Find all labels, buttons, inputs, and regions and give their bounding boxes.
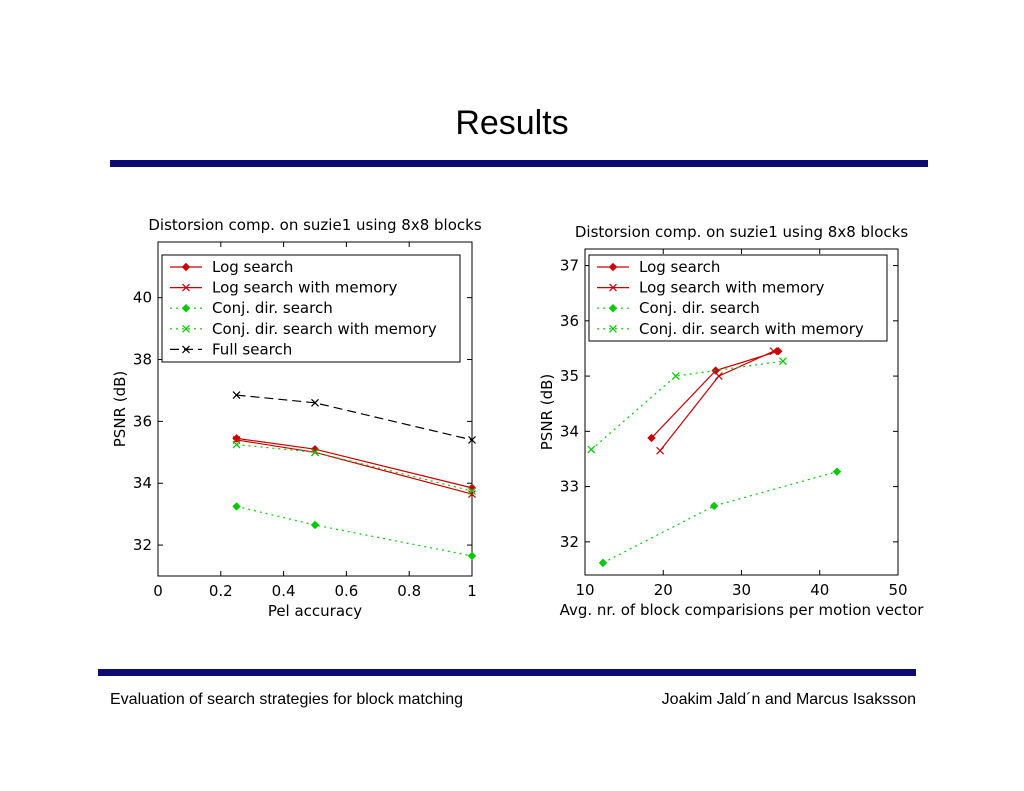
chart-title: Distorsion comp. on suzie1 using 8x8 blo… bbox=[148, 216, 481, 234]
data-point bbox=[468, 487, 476, 495]
data-point bbox=[779, 357, 787, 366]
legend-label: Conj. dir. search with memory bbox=[639, 320, 864, 338]
footer-rule bbox=[98, 669, 916, 676]
y-tick-label: 38 bbox=[133, 351, 152, 369]
y-tick-label: 34 bbox=[133, 474, 152, 492]
legend: Log search Log search with memory Conj. di… bbox=[588, 254, 888, 342]
legend-box bbox=[588, 254, 888, 342]
y-tick-label: 32 bbox=[560, 533, 579, 551]
x-tick-label: 0.8 bbox=[397, 582, 421, 600]
data-point bbox=[232, 502, 241, 511]
data-point bbox=[587, 445, 596, 454]
x-tick-label: 40 bbox=[810, 581, 829, 599]
x-tick-label: 0.4 bbox=[272, 582, 296, 600]
series-3 bbox=[587, 357, 787, 454]
x-tick-label: 20 bbox=[654, 581, 673, 599]
series-line bbox=[590, 360, 784, 451]
data-point bbox=[311, 398, 319, 407]
data-point bbox=[832, 467, 842, 476]
legend-label: Log search bbox=[639, 258, 720, 276]
x-axis-label: Avg. nr. of block comparisions per motio… bbox=[560, 601, 925, 619]
data-point bbox=[608, 262, 618, 272]
x-tick-label: 0.6 bbox=[334, 582, 358, 600]
data-point bbox=[311, 448, 319, 457]
data-point bbox=[647, 433, 656, 443]
footer-left-text: Evaluation of search strategies for bloc… bbox=[110, 691, 464, 708]
legend-label: Full search bbox=[212, 340, 292, 358]
data-point bbox=[232, 391, 241, 400]
legend-label: Log search bbox=[212, 258, 293, 276]
y-axis-label: PSNR (dB) bbox=[111, 371, 129, 448]
data-point bbox=[608, 303, 618, 313]
y-tick-label: 40 bbox=[133, 289, 152, 307]
chart-title: Distorsion comp. on suzie1 using 8x8 blo… bbox=[575, 223, 908, 241]
x-tick-label: 0 bbox=[153, 582, 163, 600]
y-tick-label: 33 bbox=[560, 478, 579, 496]
slide-title: Results bbox=[455, 104, 569, 142]
data-point bbox=[711, 366, 720, 375]
legend-label: Log search with memory bbox=[212, 279, 398, 297]
series-4 bbox=[232, 391, 476, 444]
data-point bbox=[468, 436, 476, 444]
data-point bbox=[671, 372, 680, 381]
x-tick-label: 30 bbox=[732, 581, 751, 599]
legend-label: Conj. dir. search bbox=[212, 299, 333, 317]
data-point bbox=[468, 490, 476, 498]
legend-box bbox=[161, 254, 461, 363]
x-axis-label: Pel accuracy bbox=[268, 602, 362, 620]
y-tick-label: 35 bbox=[560, 367, 579, 385]
x-tick-label: 50 bbox=[888, 581, 907, 599]
series-1 bbox=[656, 347, 778, 455]
x-tick-label: 0.2 bbox=[209, 582, 233, 600]
data-point bbox=[656, 446, 665, 455]
series-2 bbox=[232, 502, 477, 561]
footer-right-text: Joakim Jald´n and Marcus Isaksson bbox=[661, 691, 916, 708]
data-point bbox=[181, 303, 191, 313]
y-tick-label: 37 bbox=[560, 257, 579, 275]
series-3 bbox=[232, 440, 476, 495]
data-point bbox=[182, 283, 190, 292]
data-point bbox=[609, 324, 617, 333]
series-line bbox=[236, 505, 473, 557]
y-tick-label: 36 bbox=[560, 312, 579, 330]
data-point bbox=[467, 551, 477, 561]
series-0 bbox=[647, 347, 783, 443]
data-point bbox=[769, 347, 778, 356]
data-point bbox=[774, 347, 783, 356]
data-point bbox=[714, 372, 723, 381]
legend-label: Conj. dir. search bbox=[639, 299, 760, 317]
x-tick-label: 1 bbox=[467, 582, 477, 600]
y-axis-label: PSNR (dB) bbox=[538, 374, 556, 451]
data-point bbox=[598, 558, 608, 568]
data-point bbox=[182, 324, 190, 333]
data-point bbox=[181, 262, 191, 272]
data-point bbox=[182, 345, 190, 354]
legend-label: Conj. dir. search with memory bbox=[212, 320, 437, 338]
x-tick-label: 10 bbox=[575, 581, 594, 599]
legend-label: Log search with memory bbox=[639, 279, 825, 297]
data-point bbox=[609, 283, 617, 292]
data-point bbox=[310, 520, 320, 530]
series-2 bbox=[598, 467, 842, 568]
y-tick-label: 34 bbox=[560, 422, 579, 440]
legend: Log search Log search with memory Conj. di… bbox=[161, 254, 461, 363]
y-tick-label: 32 bbox=[133, 536, 152, 554]
data-point bbox=[232, 440, 241, 449]
data-point bbox=[709, 501, 719, 511]
title-rule bbox=[110, 160, 928, 167]
y-tick-label: 36 bbox=[133, 412, 152, 430]
